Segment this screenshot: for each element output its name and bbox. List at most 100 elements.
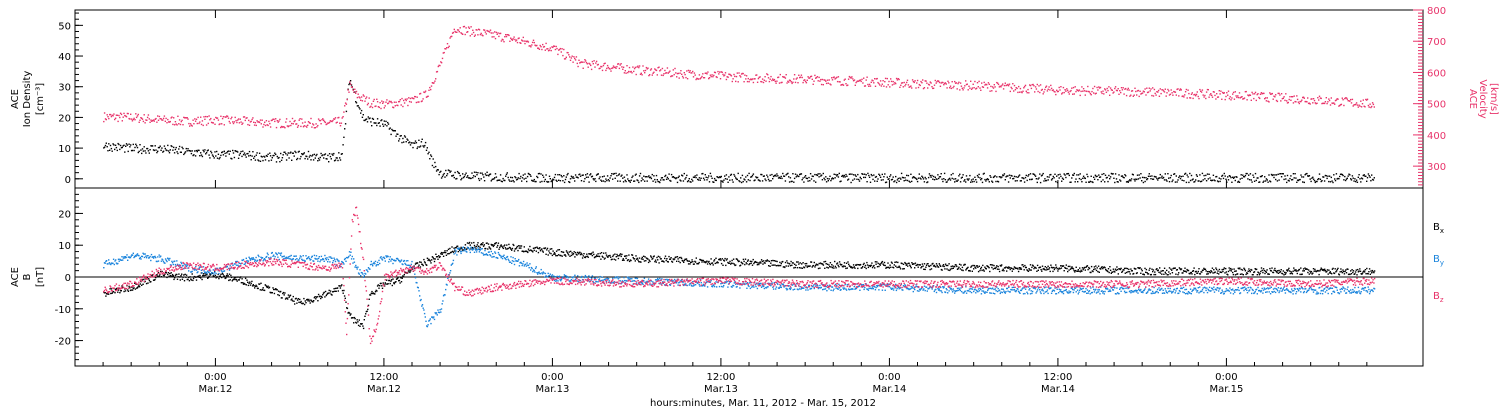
density-point — [488, 173, 491, 176]
bx-point — [757, 262, 759, 264]
density-point — [1054, 173, 1056, 175]
density-point — [283, 151, 285, 153]
bx-point — [1214, 271, 1216, 273]
density-point — [292, 152, 294, 154]
bx-point — [228, 273, 231, 275]
bx-point — [464, 244, 467, 246]
velocity-point — [1239, 97, 1241, 99]
velocity-point — [571, 55, 573, 57]
density-point — [608, 180, 610, 182]
density-point — [634, 174, 637, 176]
top-left-tick-label: 50 — [58, 21, 71, 32]
velocity-point — [1138, 95, 1140, 98]
velocity-point — [330, 120, 332, 122]
density-point — [533, 178, 535, 181]
velocity-point — [761, 81, 763, 83]
bx-point — [1086, 265, 1089, 267]
bx-point — [1143, 274, 1145, 276]
density-point — [1296, 179, 1299, 181]
bx-point — [982, 269, 985, 271]
bx-point — [183, 280, 186, 282]
bx-point — [670, 257, 672, 259]
velocity-point — [464, 33, 466, 36]
density-point — [309, 154, 311, 157]
velocity-point — [858, 80, 860, 82]
density-point — [1040, 175, 1043, 177]
velocity-point — [228, 120, 230, 123]
velocity-point — [1274, 96, 1276, 98]
velocity-point — [343, 111, 345, 113]
density-point — [1154, 176, 1156, 178]
bx-point — [682, 260, 684, 262]
velocity-point — [357, 93, 359, 95]
density-point — [765, 179, 767, 182]
bx-point — [1252, 274, 1254, 276]
velocity-point — [1298, 102, 1300, 105]
velocity-point — [1280, 100, 1282, 102]
density-point — [919, 177, 921, 179]
velocity-point — [1122, 87, 1124, 89]
density-point — [879, 174, 881, 177]
density-point — [704, 174, 706, 176]
velocity-point — [1219, 93, 1221, 95]
bx-point — [1350, 273, 1353, 275]
density-point — [724, 178, 727, 180]
bx-point — [659, 256, 661, 258]
bx-point — [565, 255, 567, 257]
density-point — [243, 152, 246, 154]
bx-point — [115, 288, 118, 290]
bx-point — [1343, 270, 1345, 273]
density-point — [1303, 181, 1305, 184]
density-point — [1142, 181, 1145, 184]
density-point — [773, 175, 776, 177]
bx-point — [466, 248, 468, 250]
velocity-point — [718, 73, 720, 75]
density-point — [811, 175, 813, 177]
bx-point — [678, 260, 680, 263]
density-point — [256, 152, 258, 154]
top-left-tick-label: 20 — [58, 113, 71, 124]
density-point — [868, 176, 871, 178]
density-point — [352, 88, 354, 91]
bx-point — [1344, 270, 1346, 273]
bx-point — [1288, 270, 1291, 272]
velocity-point — [371, 106, 374, 109]
velocity-point — [949, 85, 952, 87]
density-point — [1146, 178, 1148, 181]
velocity-point — [1100, 91, 1102, 93]
bx-point — [1029, 264, 1032, 266]
bx-point — [1066, 267, 1068, 270]
bx-point — [1112, 271, 1114, 273]
bx-point — [388, 279, 391, 282]
density-point — [670, 173, 673, 176]
velocity-point — [1149, 90, 1151, 92]
velocity-point — [1085, 90, 1087, 92]
velocity-point — [1027, 88, 1029, 91]
bx-point — [439, 255, 441, 258]
velocity-point — [417, 101, 419, 103]
density-point — [1069, 181, 1071, 183]
density-point — [319, 156, 321, 159]
velocity-point — [515, 39, 518, 41]
bx-point — [1102, 266, 1105, 269]
density-point — [990, 176, 992, 178]
bx-point — [541, 250, 544, 252]
bx-point — [792, 262, 794, 264]
density-point — [895, 181, 898, 184]
velocity-point — [331, 120, 333, 123]
bx-point — [593, 253, 595, 256]
bx-point — [691, 259, 693, 261]
bx-point — [151, 275, 153, 277]
bx-point — [1206, 271, 1209, 273]
density-point — [1015, 176, 1017, 178]
bx-point — [509, 247, 511, 249]
velocity-point — [445, 48, 447, 50]
velocity-point — [1234, 91, 1236, 93]
bx-point — [181, 273, 183, 275]
density-point — [1163, 179, 1166, 181]
bx-point — [579, 253, 582, 256]
density-point — [1183, 180, 1185, 182]
velocity-point — [439, 64, 441, 67]
bx-point — [874, 261, 877, 263]
velocity-point — [450, 35, 452, 38]
